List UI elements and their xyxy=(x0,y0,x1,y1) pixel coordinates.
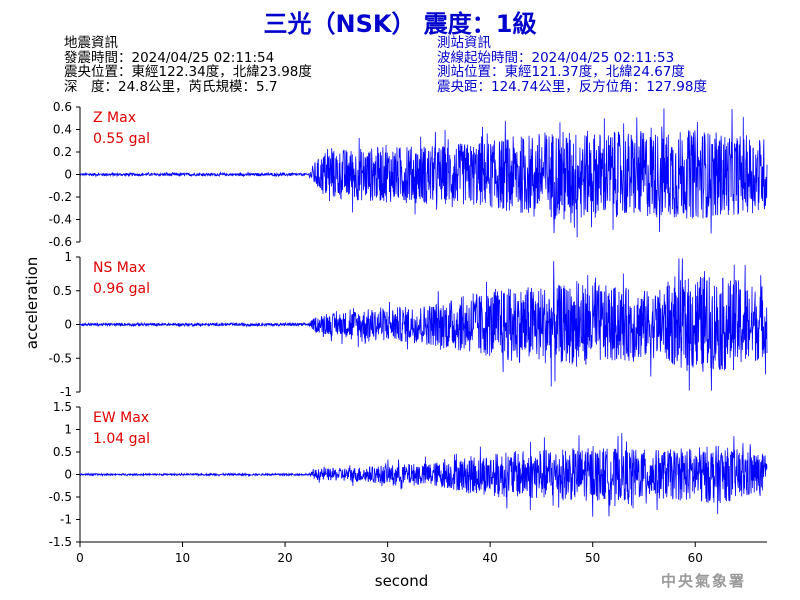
station-info: 測站資訊 波線起始時間：2024/04/25 02:11:53 測站位置：東經1… xyxy=(437,36,707,94)
x-tick-label: 20 xyxy=(277,551,292,565)
epicenter: 震央位置：東經122.34度，北緯23.98度 xyxy=(64,64,312,80)
y-tick-label-EW: -1.5 xyxy=(49,535,72,549)
x-tick-label: 50 xyxy=(585,551,600,565)
depth-magnitude: 深 度：24.8公里，芮氏規模：5.7 xyxy=(64,78,278,95)
y-tick-label-Z: -0.6 xyxy=(49,235,72,249)
y-tick-label-NS: 0 xyxy=(64,318,72,332)
y-tick-label-Z: -0.2 xyxy=(49,190,72,204)
y-tick-label-Z: 0.6 xyxy=(53,100,72,114)
x-tick-label: 10 xyxy=(175,551,190,565)
y-tick-label-NS: 0.5 xyxy=(53,284,72,298)
y-axis-label: acceleration xyxy=(23,257,41,349)
x-tick-label: 0 xyxy=(76,551,84,565)
y-tick-label-EW: 1 xyxy=(64,423,72,437)
y-tick-label-Z: 0 xyxy=(64,168,72,182)
y-tick-label-Z: -0.4 xyxy=(49,213,72,227)
x-axis-label: second xyxy=(375,572,429,590)
x-tick-label: 30 xyxy=(380,551,395,565)
peak-value-NS: 0.96 gal xyxy=(93,281,150,297)
page-title: 三光（NSK） 震度：1級 xyxy=(263,10,537,38)
station-info-heading: 測站資訊 xyxy=(437,35,491,51)
y-tick-label-Z: 0.2 xyxy=(53,145,72,159)
y-tick-label-NS: 1 xyxy=(64,250,72,264)
waveform-trace-EW xyxy=(79,433,768,517)
peak-label-EW: EW Max xyxy=(93,410,149,426)
distance-azimuth: 震央距：124.74公里，反方位角：127.98度 xyxy=(437,78,707,95)
waveform-trace-Z xyxy=(79,108,768,238)
y-tick-label-NS: -0.5 xyxy=(49,351,72,365)
waveform-trace-NS xyxy=(79,258,768,391)
peak-label-Z: Z Max xyxy=(93,110,136,126)
peak-label-NS: NS Max xyxy=(93,260,146,276)
earthquake-info: 地震資訊 發震時間：2024/04/25 02:11:54 震央位置：東經122… xyxy=(64,36,312,94)
y-tick-label-Z: 0.4 xyxy=(53,123,72,137)
agency-credit: 中央氣象署 xyxy=(660,572,746,590)
station-location: 測站位置：東經121.37度，北緯24.67度 xyxy=(437,64,685,80)
y-tick-label-EW: 0 xyxy=(64,468,72,482)
x-tick-label: 60 xyxy=(688,551,703,565)
peak-value-EW: 1.04 gal xyxy=(93,431,150,447)
earthquake-info-heading: 地震資訊 xyxy=(64,35,118,51)
y-tick-label-EW: -1 xyxy=(60,513,72,527)
y-tick-label-EW: 0.5 xyxy=(53,445,72,459)
peak-value-Z: 0.55 gal xyxy=(93,131,150,147)
wave-start-time: 波線起始時間：2024/04/25 02:11:53 xyxy=(437,49,675,66)
y-tick-label-NS: -1 xyxy=(60,385,72,399)
y-tick-label-EW: 1.5 xyxy=(53,400,72,414)
y-tick-label-EW: -0.5 xyxy=(49,490,72,504)
x-tick-label: 40 xyxy=(483,551,498,565)
origin-time: 發震時間：2024/04/25 02:11:54 xyxy=(64,49,275,66)
